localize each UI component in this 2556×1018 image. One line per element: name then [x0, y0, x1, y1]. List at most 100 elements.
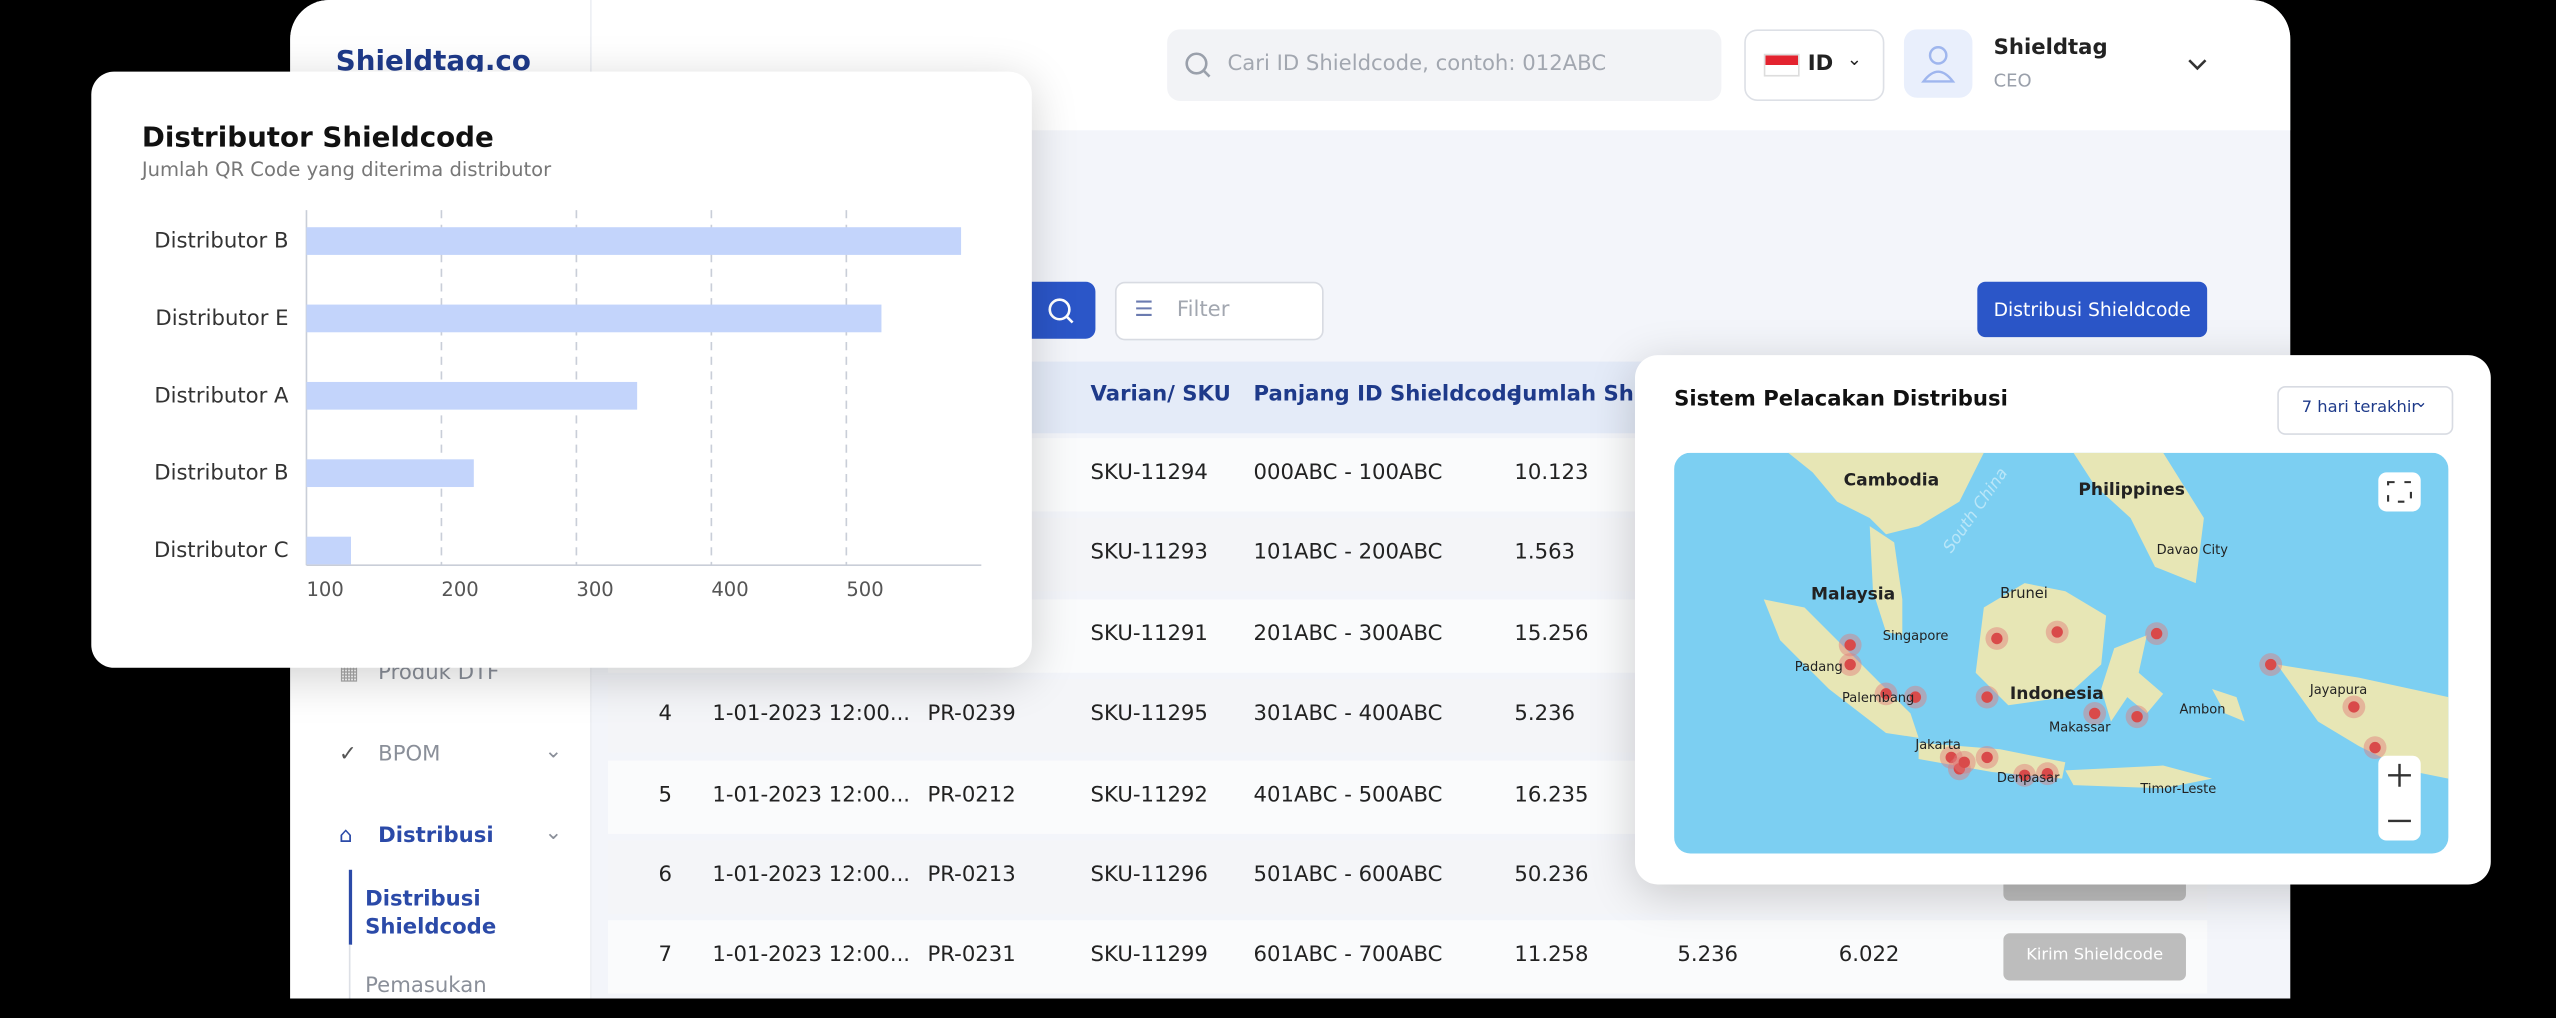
marker: [1991, 632, 2003, 645]
nav-item[interactable]: BPOM: [378, 742, 441, 768]
primary-button-label: Distribusi Shieldcode: [1993, 298, 2191, 321]
chart-card: Distributor Shieldcode Jumlah QR Code ya…: [91, 71, 1032, 668]
table-row: [608, 920, 2208, 995]
y-tick-label: Distributor C: [154, 537, 288, 562]
chevron: ⌄: [2414, 394, 2428, 413]
chart-title: Distributor Shieldcode: [141, 122, 494, 155]
table-cell: SKU-11291: [1090, 621, 1208, 647]
table-cell: PR-0239: [927, 702, 1016, 727]
map-label: Padang: [1795, 660, 1843, 675]
marker: [2150, 627, 2163, 640]
chart-subtitle: Jumlah QR Code yang diterima distributor: [141, 157, 552, 181]
column-header: Varian/ SKU: [1090, 382, 1231, 408]
map-label: Brunei: [2000, 585, 2048, 602]
marker: [1958, 756, 1970, 768]
user-name: Shieldtag: [1993, 35, 2108, 61]
table-cell: 10.123: [1514, 460, 1589, 486]
bar: [306, 381, 638, 410]
map-label: Makassar: [2049, 720, 2111, 735]
table-cell: 4: [658, 702, 673, 727]
table-cell: 50.236: [1514, 863, 1589, 888]
y-tick-label: Distributor B: [154, 228, 288, 253]
search-icon: [1185, 52, 1211, 78]
table-cell: 1-01-2023 12:00...: [712, 782, 911, 808]
marker: [1981, 691, 1993, 703]
y-tick-label: Distributor B: [154, 460, 288, 485]
search-button[interactable]: [1026, 281, 1096, 339]
marker: [2369, 741, 2381, 754]
action-label: Kirim Shieldcode: [2026, 946, 2164, 965]
marker: [1981, 751, 1993, 764]
filter-icon: ☰: [1134, 298, 1154, 323]
table-cell: 401ABC - 500ABC: [1253, 782, 1443, 808]
bar: [306, 227, 962, 255]
table-cell: 601ABC - 700ABC: [1253, 943, 1443, 969]
x-tick-label: 300: [576, 578, 613, 601]
land: [1788, 452, 1984, 535]
table-cell: 6: [658, 863, 673, 888]
land: [2101, 635, 2164, 722]
nav-subitem[interactable]: Distribusi Shieldcode: [365, 887, 497, 940]
user-role: CEO: [1993, 70, 2032, 92]
marker: [2265, 658, 2277, 671]
table-cell: PR-0212: [927, 782, 1016, 808]
x-tick-label: 400: [711, 578, 748, 601]
map-label: Indonesia: [2010, 684, 2104, 704]
bar-chart: 100 200 300 400 500 Distributor B Distributor …: [154, 210, 982, 601]
column-header: Panjang ID Shieldcode: [1253, 382, 1522, 408]
table-cell: 1-01-2023 12:00...: [712, 943, 911, 969]
land: [1975, 583, 2107, 706]
active-bar: [348, 869, 353, 945]
land: [2212, 688, 2245, 722]
map-card: Sistem Pelacakan Distribusi 7 hari terak…: [1634, 355, 2491, 885]
marker: [2018, 769, 2031, 782]
table-cell: 16.235: [1514, 782, 1589, 808]
land: [1763, 599, 1919, 738]
land: [1869, 526, 1903, 636]
table-cell: 6.022: [1838, 943, 1900, 969]
avatar-icon: [1921, 46, 1956, 83]
action-button[interactable]: [2003, 933, 2186, 982]
table-cell: 5.236: [1677, 943, 1739, 969]
map-label: Jakarta: [1914, 738, 1961, 753]
marker: [2348, 701, 2360, 713]
search-box[interactable]: [1167, 29, 1722, 101]
map-label: Palembang: [1842, 691, 1914, 706]
land: [2065, 765, 2213, 789]
nav-icon: ✓: [339, 742, 357, 768]
map-label: Philippines: [2078, 480, 2185, 500]
zoom-control: [2378, 755, 2421, 841]
filter-button[interactable]: [1114, 281, 1324, 341]
zoom-icons[interactable]: [2388, 763, 2411, 823]
x-tick-label: 500: [846, 578, 883, 601]
y-tick-label: Distributor E: [155, 305, 288, 330]
marker: [1909, 691, 1922, 703]
table-cell: 5.236: [1514, 702, 1576, 727]
nav-line: [348, 944, 351, 999]
filter-label: Filter: [1176, 298, 1230, 323]
table-cell: SKU-11299: [1090, 943, 1208, 969]
map-label: Malaysia: [1811, 584, 1895, 604]
nav-item[interactable]: Distribusi: [378, 824, 494, 849]
map-label: Davao City: [2157, 543, 2229, 558]
primary-button[interactable]: [1977, 281, 2208, 338]
marker: [1844, 639, 1856, 651]
fullscreen-button[interactable]: [2378, 472, 2421, 512]
marker: [2131, 710, 2143, 723]
nav-subitem[interactable]: Pemasukan: [365, 974, 487, 999]
table-cell: 1.563: [1514, 541, 1576, 566]
table-cell: 7: [658, 943, 673, 969]
search-placeholder: Cari ID Shieldcode, contoh: 012ABC: [1227, 52, 1607, 77]
user-menu[interactable]: [2186, 57, 2209, 73]
language: ID: [1807, 52, 1834, 77]
table-cell: 000ABC - 100ABC: [1253, 460, 1443, 486]
range-select[interactable]: [2277, 386, 2454, 435]
x-tick-label: 100: [306, 578, 343, 601]
search-icon: [1048, 298, 1074, 324]
markers: [1838, 620, 2387, 787]
marker: [1945, 751, 1957, 764]
chevron: ⌄: [544, 739, 563, 764]
land: [2073, 452, 2204, 584]
